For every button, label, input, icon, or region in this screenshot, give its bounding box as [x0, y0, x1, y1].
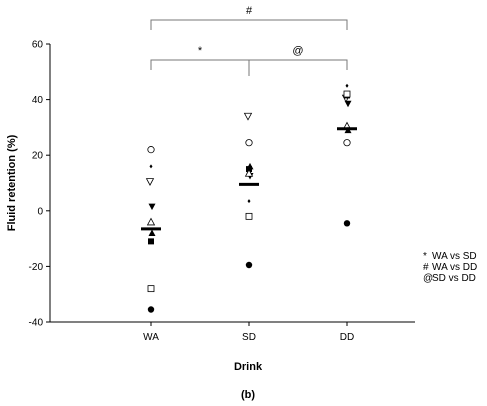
x-axis-title: Drink	[234, 361, 263, 373]
point-filled-square	[148, 238, 154, 245]
point-open-up-triangle	[146, 217, 156, 226]
point-open-square	[147, 285, 155, 293]
y-axis-title: Fluid retention (%)	[6, 134, 18, 231]
legend-text: WA vs DD	[432, 262, 477, 273]
point-filled-circle	[245, 261, 253, 269]
point-open-circle	[343, 139, 351, 147]
significance-symbol: #	[246, 5, 253, 17]
panel-label: (b)	[241, 389, 255, 401]
legend: * WA vs SD# WA vs DD@SD vs DD	[423, 251, 477, 284]
axes: -40 -20 0 20 40 60 WA SD DD	[29, 40, 415, 343]
point-filled-diamond	[149, 164, 153, 169]
point-filled-down-triangle	[344, 100, 352, 108]
legend-text: SD vs DD	[432, 273, 476, 284]
significance-bracket	[150, 59, 250, 70]
y-tick-label: 20	[32, 151, 44, 162]
significance-symbol: @	[292, 45, 303, 57]
point-open-down-triangle	[243, 112, 253, 121]
significance-symbol: *	[198, 45, 203, 57]
point-filled-diamond	[247, 199, 251, 204]
legend-symbol: #	[423, 262, 429, 273]
point-open-circle	[147, 146, 155, 154]
legend-symbol: *	[423, 251, 427, 262]
x-tick-label: DD	[340, 332, 354, 343]
point-open-down-triangle	[145, 178, 155, 186]
point-open-square	[343, 90, 351, 98]
y-tick-label: -40	[29, 318, 44, 329]
point-filled-up-triangle	[246, 162, 254, 170]
significance-brackets: * @ #	[150, 5, 348, 76]
point-open-up-triangle	[244, 168, 254, 177]
x-tick-label: WA	[143, 332, 159, 343]
point-open-circle	[245, 139, 253, 147]
point-open-square	[245, 212, 253, 220]
significance-bracket	[248, 59, 348, 70]
legend-symbol: @	[423, 273, 433, 284]
significance-bracket	[150, 19, 348, 30]
point-filled-diamond	[345, 83, 349, 88]
legend-text: WA vs SD	[432, 251, 477, 262]
point-filled-up-triangle	[148, 229, 156, 237]
point-filled-circle	[147, 306, 155, 313]
x-tick-label: SD	[242, 332, 256, 343]
y-tick-label: 60	[32, 40, 44, 51]
point-filled-down-triangle	[148, 203, 156, 211]
data-marks	[141, 83, 357, 313]
y-tick-label: 0	[37, 206, 43, 217]
point-filled-circle	[343, 220, 351, 227]
y-tick-label: 40	[32, 95, 44, 106]
y-tick-label: -20	[29, 262, 44, 273]
